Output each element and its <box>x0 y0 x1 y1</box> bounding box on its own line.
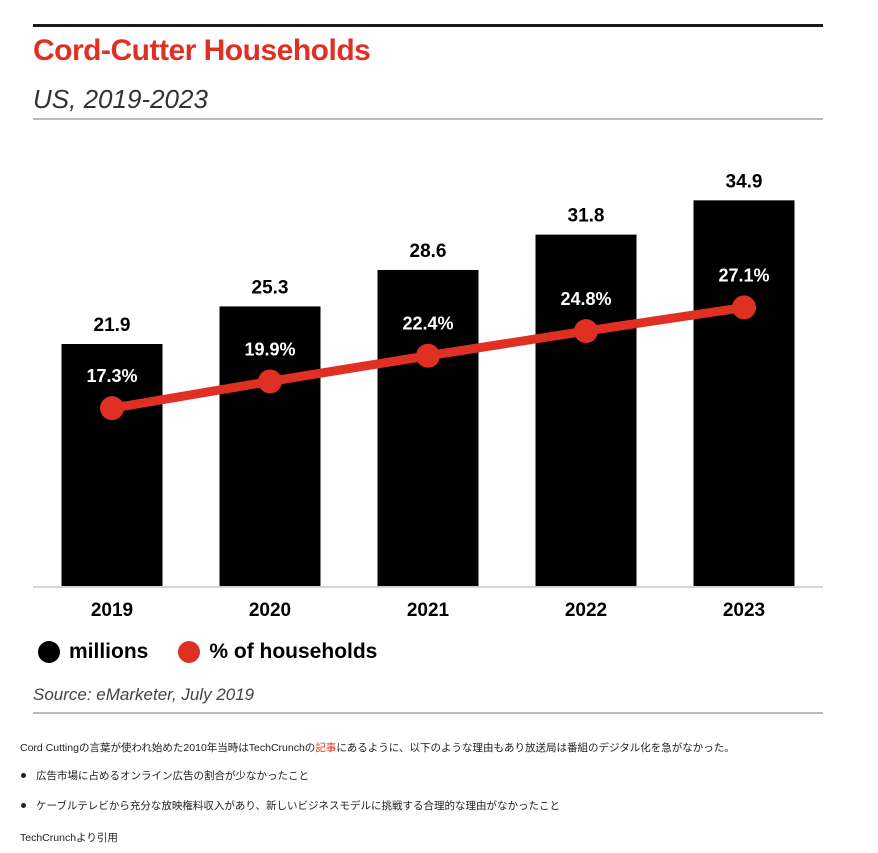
bar-2023 <box>693 200 795 587</box>
article-link[interactable]: 記事 <box>315 742 337 754</box>
legend: millions % of households <box>38 640 407 664</box>
x-tick-label-2020: 2020 <box>249 600 291 621</box>
legend-item-millions: millions <box>38 640 148 664</box>
line-point-2021 <box>416 343 440 368</box>
legend-swatch-households <box>178 641 201 663</box>
x-tick-label-2022: 2022 <box>565 600 607 621</box>
x-tick-label-2019: 2019 <box>91 600 133 621</box>
list-item: ケーブルテレビから充分な放映権料収入があり、新しいビジネスモデルに挑戦する合理的… <box>20 800 560 830</box>
bar-value-label-2020: 25.3 <box>252 277 289 298</box>
top-rule <box>33 24 823 27</box>
chart-subtitle: US, 2019-2023 <box>33 84 208 114</box>
line-point-2019 <box>100 396 124 421</box>
bar-value-label-2023: 34.9 <box>726 171 763 192</box>
bar-2022 <box>535 234 637 587</box>
paragraph-text-before: Cord Cuttingの言葉が使われ始めた2010年当時はTechCrunch… <box>20 742 316 754</box>
bar-value-label-2022: 31.8 <box>568 206 605 227</box>
subtitle-rule <box>33 118 823 120</box>
line-point-2023 <box>732 295 756 320</box>
bar-2021 <box>377 269 479 586</box>
bottom-rule <box>33 712 823 714</box>
bar-line-chart: 21.9 2019 25.3 2020 28.6 2021 31.8 2022 34.9 2023… <box>33 171 823 621</box>
line-point-2022 <box>574 319 598 344</box>
line-value-label-2019: 17.3% <box>86 366 137 386</box>
bar-value-label-2021: 28.6 <box>410 241 447 262</box>
x-tick-label-2023: 2023 <box>723 600 765 621</box>
chart-source: Source: eMarketer, July 2019 <box>33 685 255 704</box>
legend-item-households: % of households <box>178 640 377 664</box>
bar-value-label-2019: 21.9 <box>94 315 131 336</box>
legend-swatch-millions <box>38 641 60 663</box>
legend-label-millions: millions <box>69 640 149 663</box>
bar-2020 <box>219 306 321 586</box>
line-value-label-2020: 19.9% <box>244 339 295 359</box>
legend-label-households: % of households <box>209 640 378 663</box>
paragraph-text-after: にあるように、以下のような理由もあり放送局は番組のデジタル化を急がなかった。 <box>336 742 735 754</box>
list-item: 広告市場に占めるオンライン広告の割合が少なかったこと <box>20 770 560 800</box>
line-value-label-2021: 22.4% <box>402 314 453 334</box>
line-value-label-2022: 24.8% <box>560 289 611 309</box>
line-point-2020 <box>258 369 282 394</box>
chart-title: Cord-Cutter Households <box>33 34 371 67</box>
article-bullet-list: 広告市場に占めるオンライン広告の割合が少なかったこと ケーブルテレビから充分な放… <box>20 770 560 830</box>
x-tick-label-2021: 2021 <box>407 600 450 621</box>
line-value-label-2023: 27.1% <box>718 265 769 285</box>
bar-2019 <box>61 344 163 586</box>
article-credit: TechCrunchより引用 <box>20 832 118 844</box>
article-paragraph: Cord Cuttingの言葉が使われ始めた2010年当時はTechCrunch… <box>20 740 735 755</box>
